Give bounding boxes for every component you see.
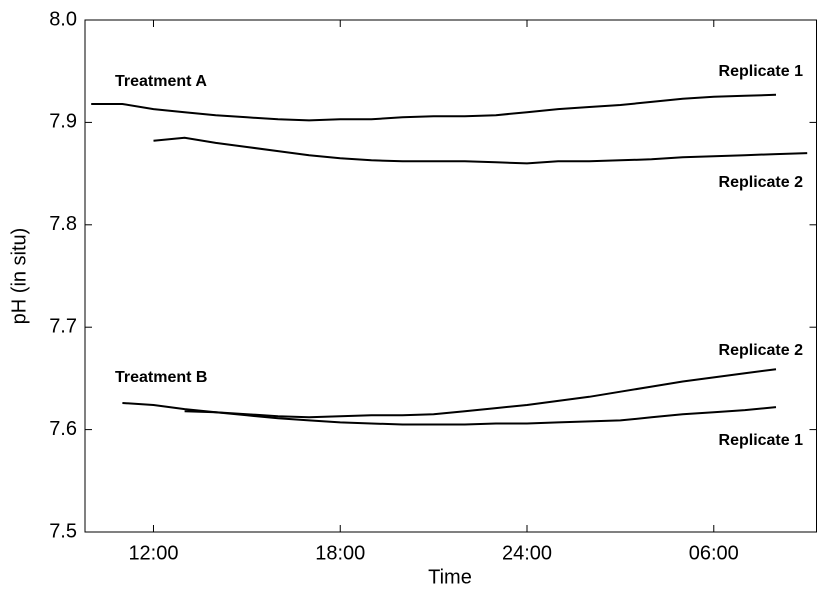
data-line <box>153 136 808 165</box>
annotation: Replicate 1 <box>719 432 804 449</box>
annotation: Replicate 1 <box>719 63 804 80</box>
x-tick-label: 12:00 <box>128 542 178 564</box>
annotation: Replicate 2 <box>719 174 804 191</box>
data-line <box>91 93 777 122</box>
y-axis-label: pH (in situ) <box>8 228 30 325</box>
annotation: Treatment B <box>115 369 207 386</box>
annotation: Treatment A <box>115 73 207 90</box>
y-tick-label: 7.5 <box>49 520 77 542</box>
x-tick-label: 24:00 <box>502 542 552 564</box>
data-line <box>184 368 777 419</box>
x-axis-label: Time <box>428 566 472 588</box>
x-tick-label: 18:00 <box>315 542 365 564</box>
y-tick-label: 7.6 <box>49 418 77 440</box>
y-tick-label: 8.0 <box>49 8 77 30</box>
y-tick-label: 7.9 <box>49 111 77 133</box>
data-line <box>122 402 777 426</box>
y-tick-label: 7.8 <box>49 213 77 235</box>
x-tick-label: 06:00 <box>689 542 739 564</box>
y-tick-label: 7.7 <box>49 315 77 337</box>
annotation: Replicate 2 <box>719 342 804 359</box>
